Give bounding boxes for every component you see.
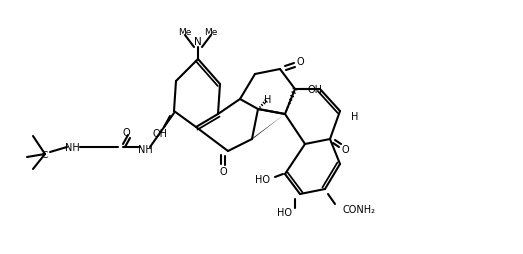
Text: O: O: [341, 145, 349, 154]
Text: O: O: [122, 128, 130, 137]
Text: NH: NH: [138, 145, 152, 154]
Text: HO: HO: [278, 207, 292, 217]
Text: O: O: [219, 166, 227, 176]
Text: Me: Me: [204, 27, 218, 36]
Text: O: O: [296, 57, 304, 67]
Text: OH: OH: [308, 85, 323, 95]
Text: Me: Me: [178, 27, 192, 36]
Text: CONH₂: CONH₂: [343, 204, 376, 214]
Text: HO: HO: [256, 174, 270, 184]
Text: OH: OH: [153, 129, 167, 138]
Text: NH: NH: [65, 142, 79, 152]
Text: H: H: [351, 112, 359, 121]
Text: N: N: [194, 37, 202, 47]
Polygon shape: [251, 115, 285, 141]
Text: C: C: [42, 150, 48, 159]
Text: H: H: [264, 95, 271, 105]
